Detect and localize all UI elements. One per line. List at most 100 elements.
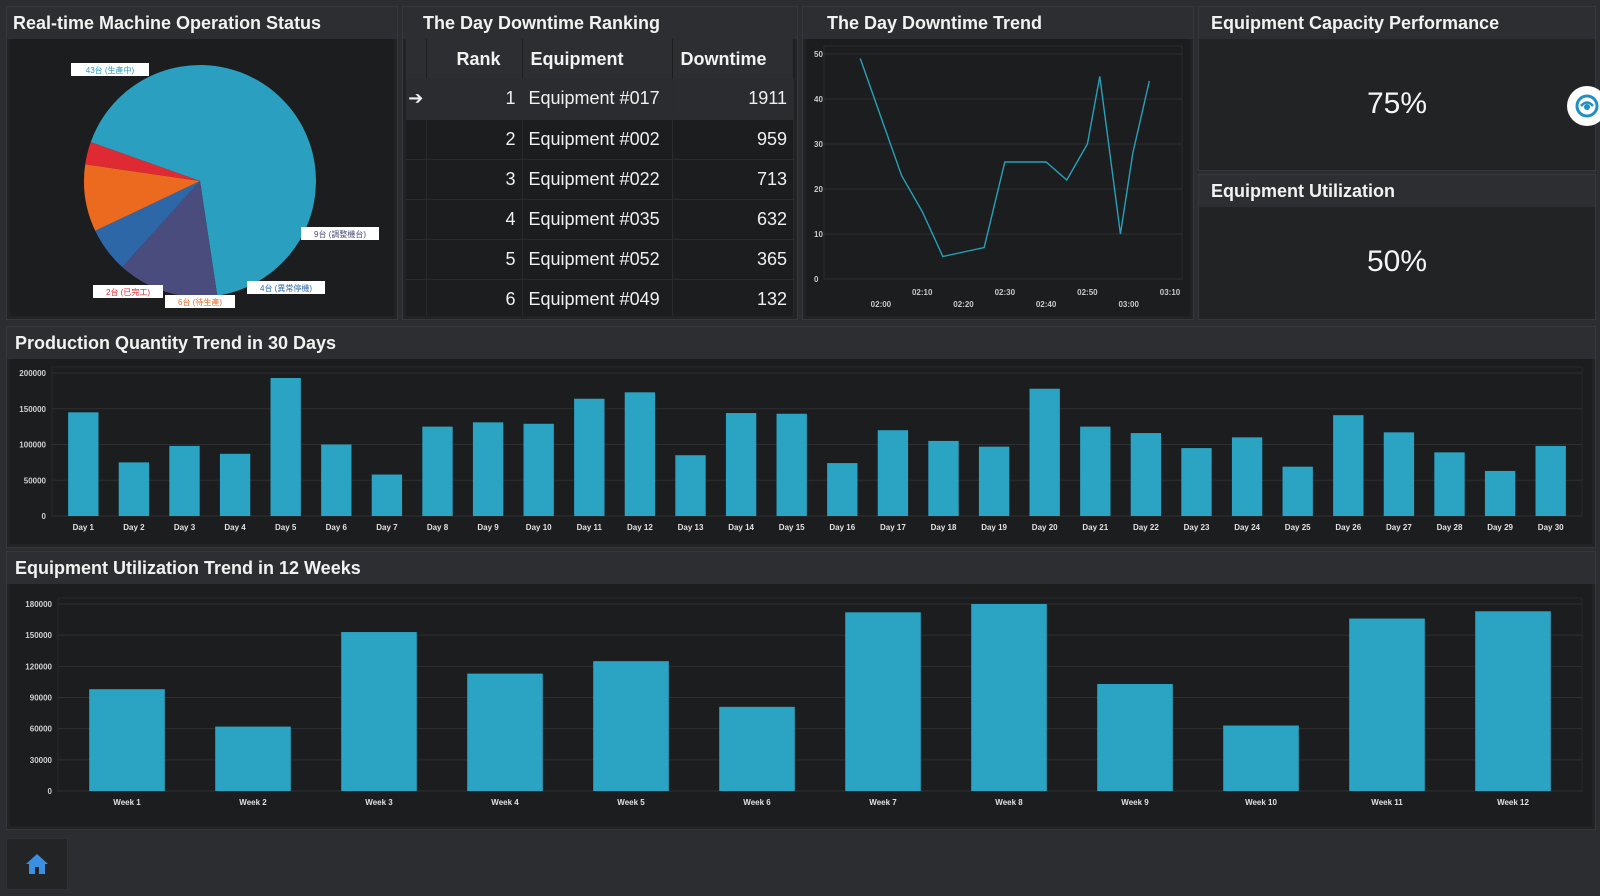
utilization-bar: [1097, 683, 1173, 791]
pie-label-box: [93, 285, 163, 298]
ranking-row[interactable]: ➔ 1 Equipment #017 1911: [406, 79, 794, 120]
ranking-equipment-cell: Equipment #022: [522, 159, 673, 200]
production-x-tick-label: Day 1: [73, 523, 95, 532]
production-x-tick-label: Day 5: [275, 523, 297, 532]
production-x-tick-label: Day 14: [728, 523, 754, 532]
utilization-value: 50%: [1366, 245, 1428, 278]
home-icon: [26, 854, 48, 874]
pie-slice: [90, 64, 316, 296]
line-x-tick-label: 02:50: [1077, 288, 1098, 297]
production-x-tick-label: Day 29: [1487, 523, 1513, 532]
ranking-downtime-cell: 132: [672, 279, 794, 316]
production-x-tick-label: Day 11: [577, 523, 603, 532]
production-x-tick-label: Day 12: [627, 523, 653, 532]
line-y-tick-label: 0: [814, 275, 819, 284]
utilization-y-tick-label: 30000: [30, 756, 53, 765]
utilization-y-tick-label: 150000: [25, 631, 52, 640]
production-x-tick-label: Day 17: [880, 523, 906, 532]
utilization-trend-title: Equipment Utilization Trend in 12 Weeks: [7, 552, 1595, 584]
ranking-row[interactable]: 6 Equipment #049 132: [406, 279, 794, 316]
ranking-row[interactable]: 2 Equipment #002 959: [406, 119, 794, 160]
ranking-rank-cell: 4: [426, 199, 523, 240]
ranking-rank-cell: 1: [426, 79, 523, 120]
production-bar: [472, 422, 504, 516]
ranking-rank-cell: 5: [426, 239, 523, 280]
utilization-x-tick-label: Week 1: [113, 798, 141, 807]
production-bar: [371, 474, 403, 516]
utilization-y-tick-label: 60000: [30, 725, 53, 734]
production-y-tick-label: 100000: [19, 441, 46, 450]
production-x-tick-label: Day 19: [981, 523, 1007, 532]
ranking-header-equipment: Equipment: [522, 39, 673, 79]
utilization-x-tick-label: Week 7: [869, 798, 897, 807]
line-x-tick-label: 03:10: [1160, 288, 1181, 297]
ranking-row[interactable]: 3 Equipment #022 713: [406, 159, 794, 200]
utilization-x-tick-label: Week 4: [491, 798, 519, 807]
line-y-tick-label: 40: [814, 95, 823, 104]
production-x-tick-label: Day 6: [326, 523, 348, 532]
production-x-tick-label: Day 13: [678, 523, 704, 532]
production-bar: [675, 455, 706, 516]
production-x-tick-label: Day 7: [376, 523, 398, 532]
ranking-header-downtime: Downtime: [672, 39, 794, 79]
ranking-rank-cell: 2: [426, 119, 523, 160]
ranking-row[interactable]: 5 Equipment #052 365: [406, 239, 794, 280]
downtime-ranking-panel: The Day Downtime Ranking Rank Equipment …: [402, 6, 798, 320]
capacity-panel: Equipment Capacity Performance 75%: [1198, 6, 1596, 171]
ranking-downtime-cell: 632: [672, 199, 794, 240]
home-button[interactable]: [6, 838, 68, 890]
utilization-x-tick-label: Week 2: [239, 798, 267, 807]
line-x-tick-label: 02:30: [995, 288, 1016, 297]
machine-status-panel: Real-time Machine Operation Status 43台 (…: [6, 6, 398, 320]
capacity-title: Equipment Capacity Performance: [1199, 7, 1595, 39]
production-x-tick-label: Day 27: [1386, 523, 1412, 532]
pie-label-box: [247, 281, 325, 294]
utilization-bar: [89, 689, 165, 791]
downtime-series-line: [859, 58, 1151, 258]
downtime-trend-title: The Day Downtime Trend: [803, 7, 1193, 39]
production-x-tick-label: Day 20: [1032, 523, 1058, 532]
production-x-tick-label: Day 26: [1335, 523, 1361, 532]
utilization-x-tick-label: Week 5: [617, 798, 645, 807]
downtime-ranking-table: Rank Equipment Downtime ➔ 1 Equipment #0…: [406, 39, 794, 316]
production-bar: [1130, 433, 1162, 516]
utilization-x-tick-label: Week 6: [743, 798, 771, 807]
pie-slice: [85, 142, 200, 181]
utilization-trend-panel: Equipment Utilization Trend in 12 Weeks …: [6, 551, 1596, 830]
utilization-x-tick-label: Week 12: [1497, 798, 1529, 807]
pie-slice: [84, 164, 200, 231]
downtime-trend-body: 0 10 20 30 40 50 02:10 02:30 02:50 03:10 02:00 02:2…: [806, 39, 1190, 316]
pie-slice: [95, 181, 200, 268]
utilization-bar: [593, 661, 669, 791]
pie-label-box: [71, 63, 149, 76]
ranking-rank-cell: 3: [426, 159, 523, 200]
machine-status-pie-chart: 43台 (生產中) 9台 (調整機台) 4台 (異常停機) 6台 (待生產) 2台 (已…: [71, 63, 379, 308]
ranking-row[interactable]: 4 Equipment #035 632: [406, 199, 794, 240]
production-x-tick-label: Day 28: [1437, 523, 1463, 532]
production-bar: [827, 463, 858, 516]
production-x-tick-label: Day 23: [1184, 523, 1210, 532]
production-bar: [1484, 470, 1516, 516]
ranking-downtime-cell: 959: [672, 119, 794, 160]
production-bar: [118, 462, 150, 516]
production-bar: [1434, 452, 1465, 516]
utilization-x-tick-label: Week 3: [365, 798, 393, 807]
production-x-tick-label: Day 16: [829, 523, 855, 532]
ranking-downtime-cell: 365: [672, 239, 794, 280]
production-y-tick-label: 150000: [19, 405, 46, 414]
production-bar: [725, 413, 757, 516]
production-bar: [1029, 388, 1060, 516]
production-bar-chart: 0 50000 100000 150000 200000 Day 1 Day 2 Day 3 D…: [19, 366, 1583, 532]
assistant-button[interactable]: [1567, 86, 1600, 126]
production-bar: [1080, 426, 1111, 516]
production-bar: [877, 430, 909, 516]
pie-label: 43台 (生產中): [86, 65, 135, 75]
pie-label: 6台 (待生產): [178, 297, 222, 307]
production-bar: [776, 413, 807, 516]
utilization-trend-body: 0 30000 60000 90000 120000 150000 180000 Week 1…: [10, 584, 1592, 826]
assistant-icon: [1575, 94, 1599, 118]
line-x-tick-label: 02:20: [953, 300, 974, 309]
downtime-trend-panel: The Day Downtime Trend 0 10 20 30 40 50 02:10 0…: [802, 6, 1194, 320]
utilization-x-tick-label: Week 8: [995, 798, 1023, 807]
ranking-equipment-cell: Equipment #049: [522, 279, 673, 316]
